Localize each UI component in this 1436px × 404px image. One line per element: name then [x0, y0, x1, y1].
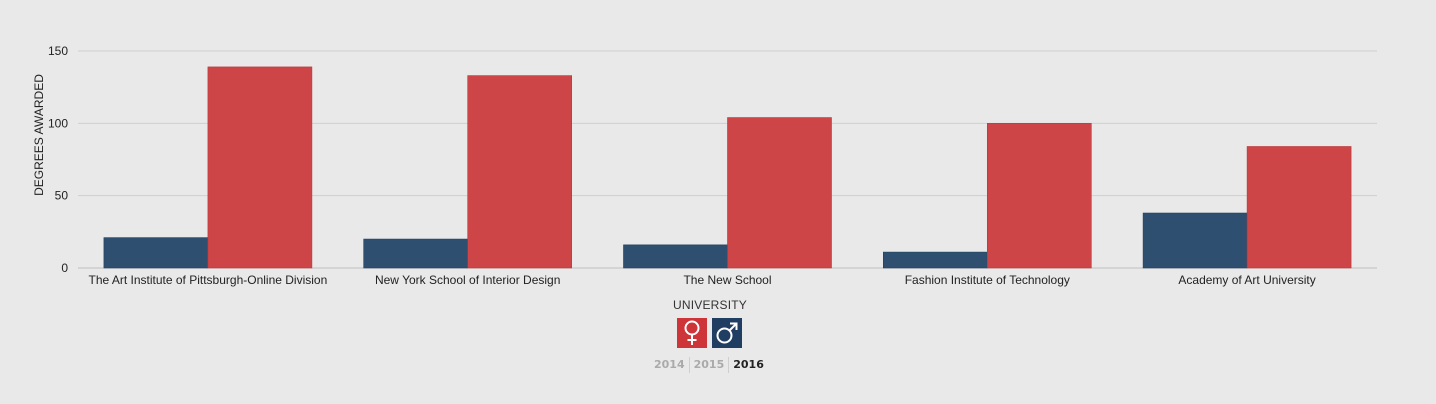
x-axis-ticks: The Art Institute of Pittsburgh-Online D…	[89, 273, 1316, 287]
male-bar[interactable]	[103, 237, 209, 269]
y-tick-label: 100	[48, 116, 68, 130]
female-bar[interactable]	[727, 117, 832, 269]
year-selector: 2014 2015 2016	[650, 357, 768, 373]
y-tick-label: 0	[61, 261, 68, 275]
male-bar[interactable]	[623, 244, 728, 269]
bar-chart: 0 50 100 150 The Art Institute of Pittsburg…	[32, 44, 1377, 287]
female-bar[interactable]	[1246, 146, 1352, 269]
x-tick-label: New York School of Interior Design	[375, 273, 560, 287]
male-bar[interactable]	[1142, 212, 1248, 269]
y-tick-label: 150	[48, 44, 68, 58]
male-bar[interactable]	[882, 251, 988, 269]
year-2015[interactable]: 2015	[688, 357, 729, 373]
bars	[103, 66, 1352, 269]
female-bar[interactable]	[986, 123, 1092, 269]
x-tick-label: Academy of Art University	[1178, 273, 1315, 287]
x-tick-label: The Art Institute of Pittsburgh-Online D…	[89, 273, 328, 287]
female-toggle[interactable]	[677, 318, 707, 348]
female-bar[interactable]	[467, 75, 573, 269]
male-bar[interactable]	[363, 238, 469, 269]
x-axis-label: UNIVERSITY	[672, 298, 747, 312]
gender-legend	[677, 318, 742, 348]
x-tick-label: The New School	[683, 273, 771, 287]
male-symbol-icon	[716, 322, 738, 344]
y-axis-label: DEGREES AWARDED	[32, 74, 46, 196]
year-2014[interactable]: 2014	[654, 358, 685, 371]
male-toggle[interactable]	[712, 318, 742, 348]
year-2016[interactable]: 2016	[728, 357, 768, 373]
x-tick-label: Fashion Institute of Technology	[905, 273, 1070, 287]
y-axis-ticks: 0 50 100 150	[48, 44, 68, 275]
y-tick-label: 50	[55, 189, 69, 203]
female-symbol-icon	[684, 320, 700, 345]
female-bar[interactable]	[207, 66, 313, 269]
